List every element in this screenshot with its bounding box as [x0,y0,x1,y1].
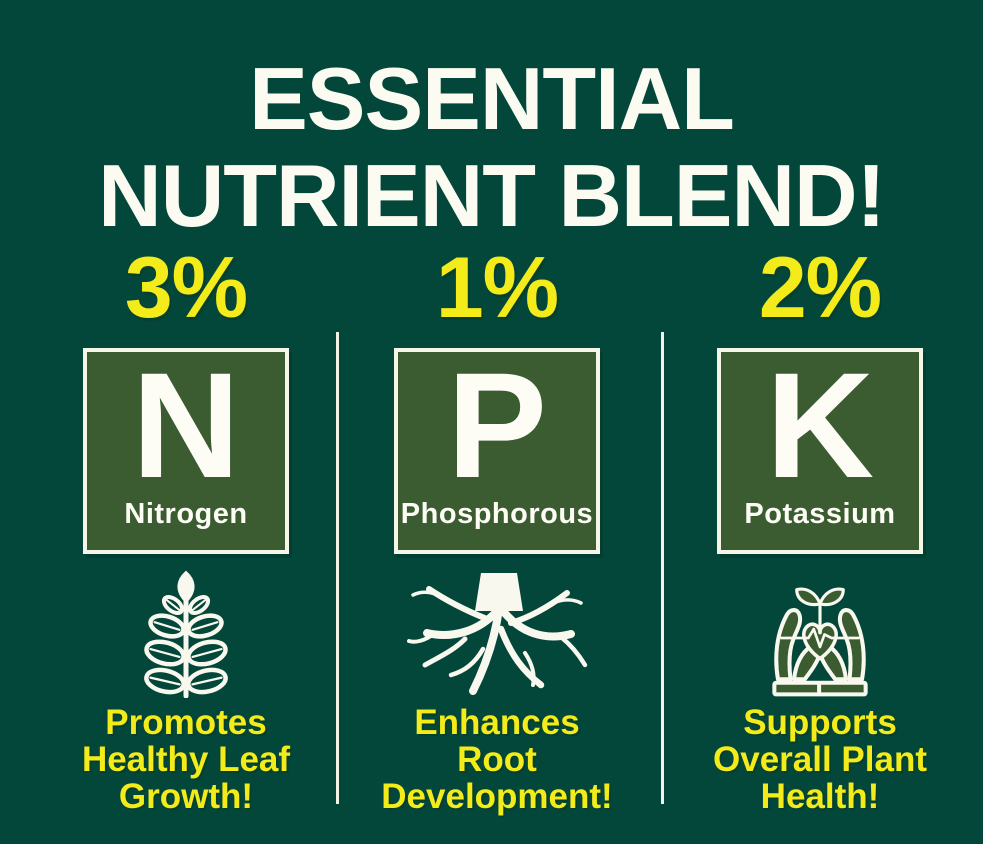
element-name-potassium: Potassium [744,498,896,530]
element-name-nitrogen: Nitrogen [124,498,248,530]
benefit-caption-phosphorous: Enhances Root Development! [381,704,612,815]
root-development-icon [407,573,588,695]
caption-line: Development! [381,777,613,816]
title-line-1: ESSENTIAL [249,49,735,148]
element-symbol-potassium: K [765,341,875,509]
caption-line: Promotes [105,703,267,742]
element-name-phosphorous: Phosphorous [400,498,594,530]
plant-health-icon [772,587,868,697]
element-tile-phosphorous: P Phosphorous [394,348,600,554]
icon-container [140,570,232,698]
caption-line: Supports [743,703,897,742]
element-symbol-phosphorous: P [446,341,548,509]
icon-container [752,570,888,698]
icon-container [405,570,589,698]
element-symbol-nitrogen: N [131,341,241,509]
nutrient-column-potassium: 2% K Potassium [659,0,981,815]
page-title: ESSENTIAL NUTRIENT BLEND! [0,50,983,244]
column-divider-right [661,332,664,804]
leaf-growth-icon [144,570,228,698]
nutrient-column-phosphorous: 1% P Phosphorous [337,0,657,815]
column-divider-left [336,332,339,804]
caption-line: Health! [760,777,880,816]
benefit-caption-potassium: Supports Overall Plant Health! [713,704,927,815]
caption-line: Healthy Leaf [81,740,291,779]
caption-line: Growth! [118,777,254,816]
element-tile-nitrogen: N Nitrogen [83,348,289,554]
percent-value-nitrogen: 3% [124,240,248,336]
nutrient-column-nitrogen: 3% N Nitrogen [26,0,346,815]
element-tile-potassium: K Potassium [717,348,923,554]
caption-line: Root [457,740,537,779]
percent-value-phosphorous: 1% [435,240,559,336]
percent-value-potassium: 2% [758,240,882,336]
caption-line: Overall Plant [713,740,927,779]
benefit-caption-nitrogen: Promotes Healthy Leaf Growth! [82,704,290,815]
title-line-2: NUTRIENT BLEND! [98,146,886,245]
caption-line: Enhances [414,703,580,742]
